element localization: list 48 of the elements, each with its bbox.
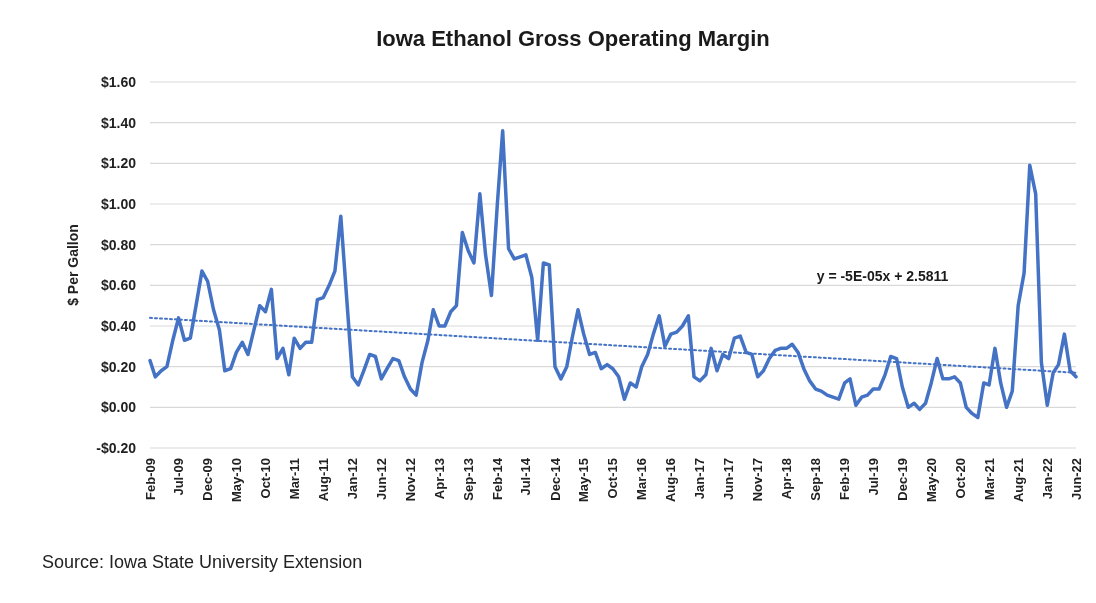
x-tick-label: Dec-19 [894, 458, 910, 501]
x-tick-label: Nov-12 [402, 458, 418, 502]
y-tick-label: $1.00 [100, 195, 137, 212]
y-tick-label: $0.80 [100, 236, 137, 253]
x-tick-label: Feb-14 [489, 457, 505, 500]
x-tick-label: Aug-11 [315, 458, 331, 502]
x-tick-label: Mar-21 [981, 458, 997, 500]
x-tick-label: Apr-18 [779, 458, 795, 500]
x-tick-label: Sep-13 [460, 458, 476, 501]
x-tick-label: Mar-11 [286, 458, 302, 500]
y-tick-label: $1.40 [100, 114, 137, 131]
x-tick-label: Jun-12 [373, 458, 389, 500]
x-tick-label: Dec-14 [547, 457, 563, 501]
x-tick-label: Oct-20 [952, 458, 968, 499]
y-tick-label: $0.00 [100, 399, 137, 416]
x-tick-label: Sep-18 [808, 458, 824, 501]
x-tick-label: Feb-19 [837, 458, 853, 500]
x-tick-label: Oct-15 [605, 458, 621, 499]
y-tick-label: $1.20 [100, 155, 137, 172]
x-tick-label: May-10 [228, 458, 244, 503]
source-note: Source: Iowa State University Extension [42, 552, 363, 572]
x-tick-label: Jul-19 [865, 458, 881, 496]
x-tick-label: May-15 [576, 458, 592, 503]
y-tick-label: $0.60 [100, 277, 137, 294]
x-tick-label: Jan-22 [1039, 458, 1055, 500]
annotation: y = -5E-05x + 2.5811 [816, 268, 949, 285]
x-tick-label: Jun-22 [1068, 458, 1084, 500]
x-tick-label: Aug-21 [1010, 458, 1026, 503]
x-tick-label: Nov-17 [750, 458, 766, 502]
y-tick-label: $0.40 [100, 317, 137, 334]
x-tick-label: Feb-09 [142, 458, 158, 500]
x-tick-label: Apr-13 [431, 458, 447, 500]
x-tick-label: Oct-10 [258, 458, 274, 499]
x-tick-label: May-20 [923, 458, 939, 503]
y-tick-label: -$0.20 [96, 439, 137, 456]
x-tick-label: Jul-14 [518, 457, 534, 496]
chart-title: Iowa Ethanol Gross Operating Margin [376, 26, 770, 51]
y-tick-label: $0.20 [100, 358, 137, 375]
y-axis-title: $ Per Gallon [65, 224, 81, 306]
x-tick-label: Dec-09 [200, 458, 216, 501]
line-series [148, 129, 1078, 420]
x-tick-label: Jan-12 [344, 458, 360, 500]
x-tick-label: Jan-17 [692, 458, 708, 500]
x-tick-label: Jun-17 [721, 458, 737, 500]
x-tick-label: Jul-09 [171, 458, 187, 496]
y-tick-label: $1.60 [100, 73, 137, 90]
x-tick-label: Aug-16 [663, 458, 679, 503]
x-tick-label: Mar-16 [634, 458, 650, 500]
